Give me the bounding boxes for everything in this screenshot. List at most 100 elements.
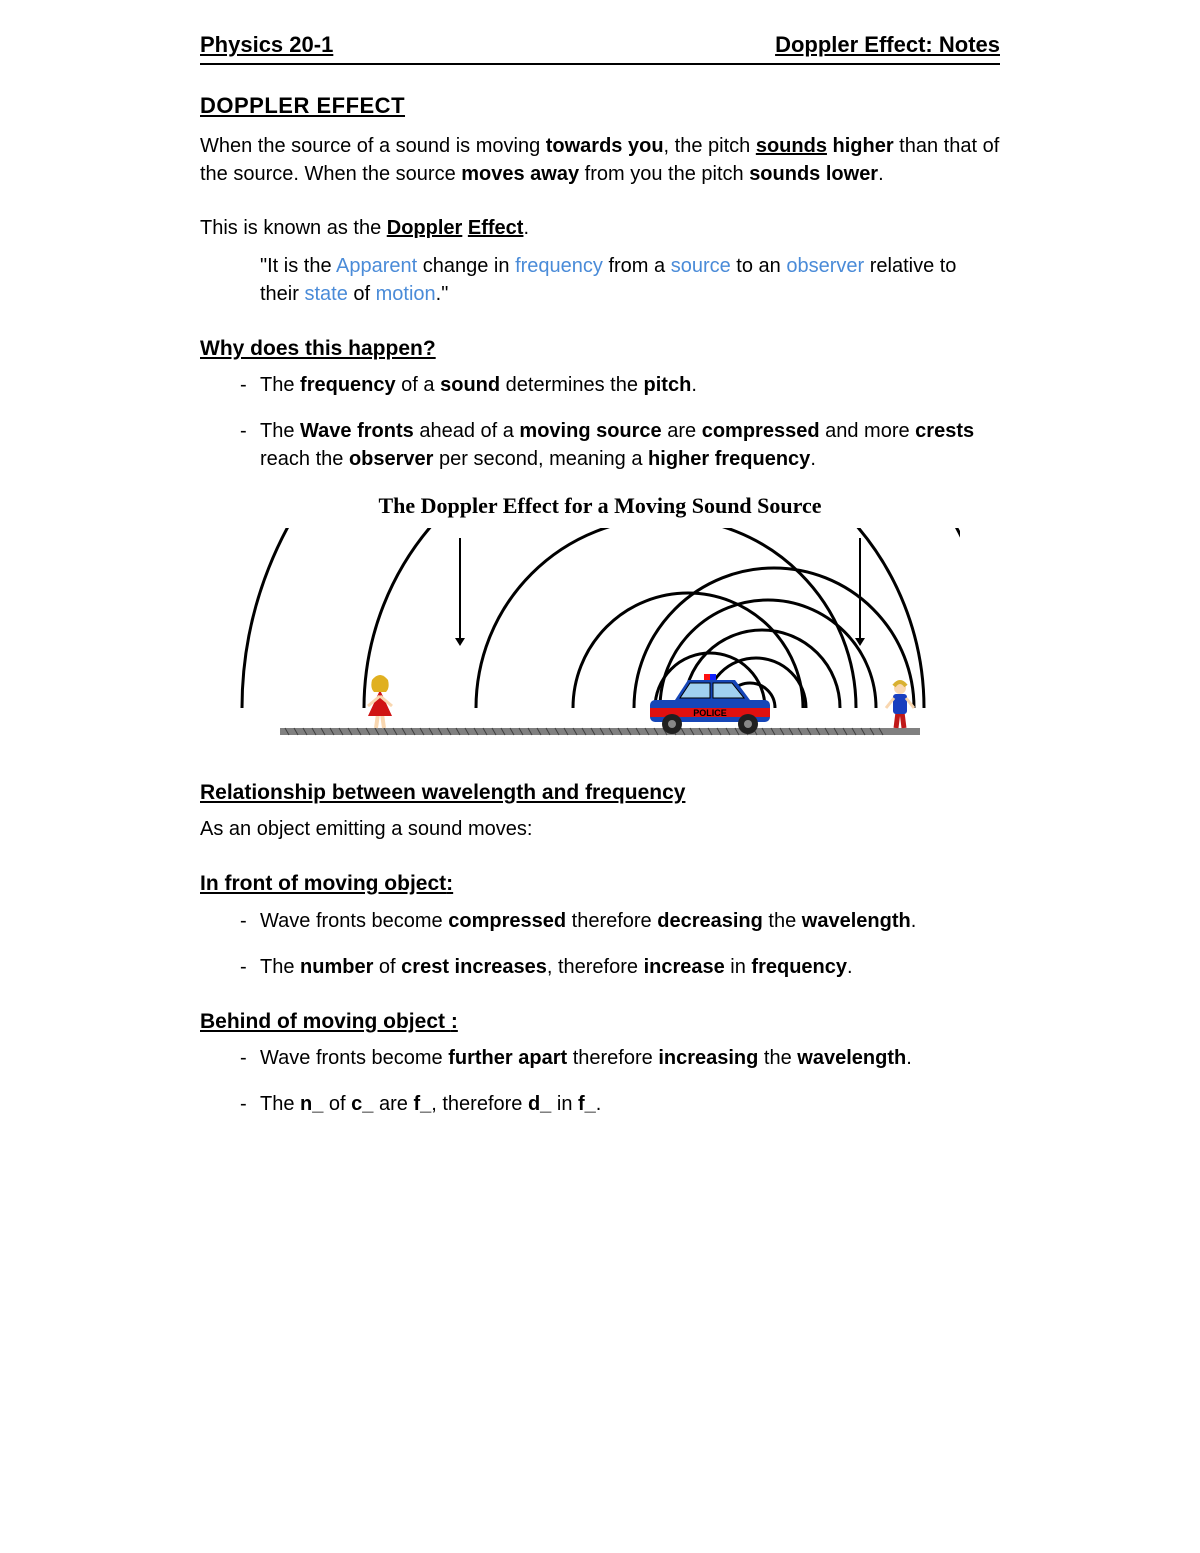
bold-underline-text: sounds (756, 135, 827, 157)
bold-text: sounds lower (749, 163, 878, 185)
text: . (847, 956, 853, 978)
known-as-paragraph: This is known as the Doppler Effect. (200, 214, 1000, 242)
text: therefore (566, 910, 657, 932)
text: The (260, 1093, 300, 1115)
text: change in (417, 255, 515, 277)
behind-list: Wave fronts become further apart therefo… (200, 1044, 1000, 1118)
bold-text: compressed (702, 420, 820, 442)
header-left: Physics 20-1 (200, 30, 333, 61)
list-item: Wave fronts become further apart therefo… (240, 1044, 1000, 1072)
text: and more (820, 420, 916, 442)
text: in (725, 956, 752, 978)
text: per second, meaning a (433, 448, 648, 470)
list-item: Wave fronts become compressed therefore … (240, 907, 1000, 935)
bold-text: moving source (519, 420, 661, 442)
text: . (906, 1047, 912, 1069)
bold-text: compressed (448, 910, 566, 932)
highlight-text: source (671, 255, 731, 277)
text: are (373, 1093, 413, 1115)
list-item: The n_ of c_ are f_, therefore d_ in f_. (240, 1090, 1000, 1118)
text: from a (603, 255, 671, 277)
bold-text: higher frequency (648, 448, 810, 470)
bold-text: decreasing (657, 910, 763, 932)
text: , therefore (431, 1093, 528, 1115)
text: are (662, 420, 702, 442)
text: When the source of a sound is moving (200, 135, 546, 157)
front-list: Wave fronts become compressed therefore … (200, 907, 1000, 981)
bold-text: increase (644, 956, 725, 978)
bold-text: pitch (644, 374, 692, 396)
why-list: The frequency of a sound determines the … (200, 371, 1000, 473)
bold-text: observer (349, 448, 434, 470)
intro-paragraph: When the source of a sound is moving tow… (200, 132, 1000, 188)
text: ahead of a (414, 420, 520, 442)
text: therefore (567, 1047, 658, 1069)
list-item: The number of crest increases, therefore… (240, 953, 1000, 981)
relationship-intro: As an object emitting a sound moves: (200, 815, 1000, 843)
bold-text: frequency (300, 374, 396, 396)
bold-text: moves away (461, 163, 579, 185)
text: determines the (500, 374, 643, 396)
figure-title: The Doppler Effect for a Moving Sound So… (240, 491, 960, 522)
text: the (763, 910, 802, 932)
text: Behind of moving object (200, 1010, 451, 1033)
document-page: Physics 20-1 Doppler Effect: Notes DOPPL… (100, 0, 1100, 1236)
page-header: Physics 20-1 Doppler Effect: Notes (200, 30, 1000, 65)
highlight-text: frequency (515, 255, 603, 277)
text: Wave fronts become (260, 910, 448, 932)
text: of a (396, 374, 440, 396)
colon: : (446, 872, 453, 895)
highlight-text: Apparent (336, 255, 417, 277)
text: Wave fronts become (260, 1047, 448, 1069)
text: of (348, 283, 376, 305)
text: . (691, 374, 697, 396)
bold-text: f_ (578, 1093, 596, 1115)
text: . (810, 448, 816, 470)
bold-text: wavelength (802, 910, 911, 932)
text: of (373, 956, 401, 978)
front-heading: In front of moving object: (200, 869, 1000, 898)
bold-text: number (300, 956, 373, 978)
text: the (758, 1047, 797, 1069)
text: from you the pitch (579, 163, 749, 185)
colon: : (451, 1010, 458, 1033)
highlight-text: motion (376, 283, 436, 305)
bold-text: crest increases (401, 956, 547, 978)
bold-text: crests (915, 420, 974, 442)
bold-underline-text: Effect (468, 217, 524, 239)
text: This is known as the (200, 217, 387, 239)
list-item: The frequency of a sound determines the … (240, 371, 1000, 399)
text: The (260, 956, 300, 978)
text: ." (436, 283, 449, 305)
text: In front of moving object (200, 872, 446, 895)
bold-text: n_ (300, 1093, 323, 1115)
bold-text: f_ (413, 1093, 431, 1115)
text: . (596, 1093, 602, 1115)
bold-text: wavelength (797, 1047, 906, 1069)
why-heading: Why does this happen? (200, 334, 1000, 363)
text: The (260, 374, 300, 396)
list-item: The Wave fronts ahead of a moving source… (240, 417, 1000, 473)
bold-text: towards you (546, 135, 664, 157)
doppler-diagram: POLICE (240, 528, 960, 758)
doppler-figure: The Doppler Effect for a Moving Sound So… (240, 491, 960, 758)
text: to an (731, 255, 787, 277)
text: reach the (260, 448, 349, 470)
text: The (260, 420, 300, 442)
definition-quote: "It is the Apparent change in frequency … (260, 252, 1000, 308)
bold-underline-text: Doppler (387, 217, 463, 239)
bold-text: frequency (751, 956, 847, 978)
bold-text: Wave fronts (300, 420, 414, 442)
svg-text:POLICE: POLICE (693, 708, 727, 718)
text: , therefore (547, 956, 644, 978)
text: . (911, 910, 917, 932)
text: "It is the (260, 255, 336, 277)
bold-text: further apart (448, 1047, 567, 1069)
highlight-text: state (304, 283, 347, 305)
text: in (551, 1093, 578, 1115)
bold-text: sound (440, 374, 500, 396)
bold-text: higher (827, 135, 894, 157)
highlight-text: observer (786, 255, 864, 277)
text: , the pitch (664, 135, 756, 157)
text: of (323, 1093, 351, 1115)
